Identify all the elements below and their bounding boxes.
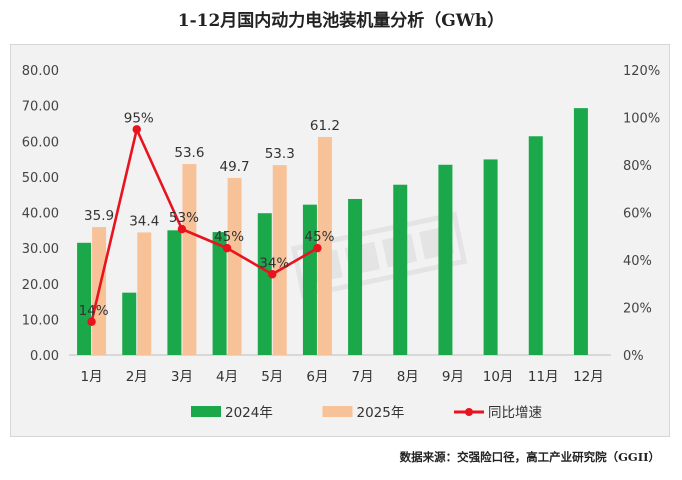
y-right-tick-label: 80%: [623, 159, 652, 174]
y-left-tick-label: 20.00: [22, 278, 59, 293]
source-note: 数据来源：交强险口径，高工产业研究院（GGII）: [399, 450, 660, 464]
bar-2025年: [317, 136, 332, 355]
y-left-tick-label: 0.00: [30, 349, 59, 364]
growth-rate-line: [90, 128, 319, 323]
bar-2024年: [77, 242, 92, 355]
y-left-tick-label: 30.00: [22, 242, 59, 257]
y-left-tick-label: 50.00: [22, 171, 59, 186]
growth-rate-point: [177, 224, 187, 234]
bar-data-label: 53.6: [174, 145, 204, 161]
growth-rate-label: 53%: [169, 210, 199, 226]
x-tick-label: 1月: [81, 369, 103, 385]
y-right-tick-label: 120%: [623, 64, 660, 79]
x-tick-label: 3月: [171, 369, 193, 385]
bar-data-label: 61.2: [310, 118, 340, 134]
legend-label: 同比增速: [488, 405, 542, 421]
growth-rate-label: 34%: [259, 255, 289, 271]
growth-rate-label: 95%: [124, 110, 154, 126]
x-tick-label: 8月: [397, 369, 419, 385]
growth-rate-point: [87, 317, 96, 326]
bar-2025年: [272, 165, 287, 355]
bar-data-label: 34.4: [129, 213, 159, 229]
growth-rate-label: 14%: [79, 303, 109, 319]
legend-label: 2025年: [357, 405, 405, 421]
x-tick-label: 7月: [352, 369, 374, 385]
y-right-tick-label: 100%: [623, 112, 660, 127]
bar-2024年: [348, 198, 363, 355]
bar-2024年: [483, 159, 498, 355]
x-tick-label: 6月: [306, 369, 328, 385]
y-left-tick-label: 80.00: [22, 64, 59, 79]
bar-2025年: [137, 232, 152, 355]
bar-2024年: [528, 136, 543, 355]
legend-label: 2024年: [225, 405, 273, 421]
bar-2024年: [438, 164, 453, 355]
y-right-tick-label: 20%: [623, 302, 652, 317]
x-tick-label: 4月: [216, 369, 238, 385]
x-tick-label: 5月: [261, 369, 283, 385]
chart-panel: 0.00 10.00 20.00 30.00 40.00 50.00 60.00 70.00 8…: [10, 44, 670, 437]
y-right-tick-label: 40%: [623, 254, 652, 269]
growth-rate-label: 45%: [304, 229, 334, 245]
y-right-tick-label: 60%: [623, 207, 652, 222]
y-right-tick-label: 0%: [623, 349, 644, 364]
bar-2024年: [257, 213, 272, 355]
growth-rate-point: [268, 270, 277, 279]
x-tick-label: 12月: [573, 369, 604, 385]
y-left-tick-label: 10.00: [22, 313, 59, 328]
x-tick-label: 10月: [483, 369, 514, 385]
legend-swatch-marker: [465, 408, 473, 416]
legend-swatch: [191, 406, 221, 417]
y-left-tick-label: 40.00: [22, 207, 59, 222]
chart-title: 1-12月国内动力电池装机量分析（GWh）: [177, 11, 505, 31]
x-tick-label: 9月: [442, 369, 464, 385]
bar-2024年: [573, 108, 588, 356]
growth-rate-point: [313, 243, 322, 253]
bar-2024年: [302, 204, 317, 355]
bar-data-label: 49.7: [220, 159, 250, 175]
bar-2024年: [122, 292, 137, 355]
bar-2024年: [167, 230, 182, 355]
growth-rate-label: 45%: [214, 229, 244, 245]
y-left-tick-label: 60.00: [22, 135, 59, 150]
y-left-tick-label: 70.00: [22, 100, 59, 115]
combo-chart: 0.00 10.00 20.00 30.00 40.00 50.00 60.00 70.00 8…: [22, 64, 660, 421]
bar-2025年: [227, 177, 242, 355]
legend-swatch: [322, 406, 353, 417]
bar-data-label: 35.9: [84, 208, 114, 224]
bar-2024年: [393, 184, 408, 355]
x-tick-label: 11月: [528, 369, 559, 385]
bar-data-label: 53.3: [265, 146, 295, 162]
growth-rate-point: [132, 125, 141, 134]
bar-2025年: [182, 164, 197, 355]
x-tick-label: 2月: [126, 369, 148, 385]
bar-2024年: [212, 232, 227, 355]
growth-rate-point: [222, 243, 232, 253]
